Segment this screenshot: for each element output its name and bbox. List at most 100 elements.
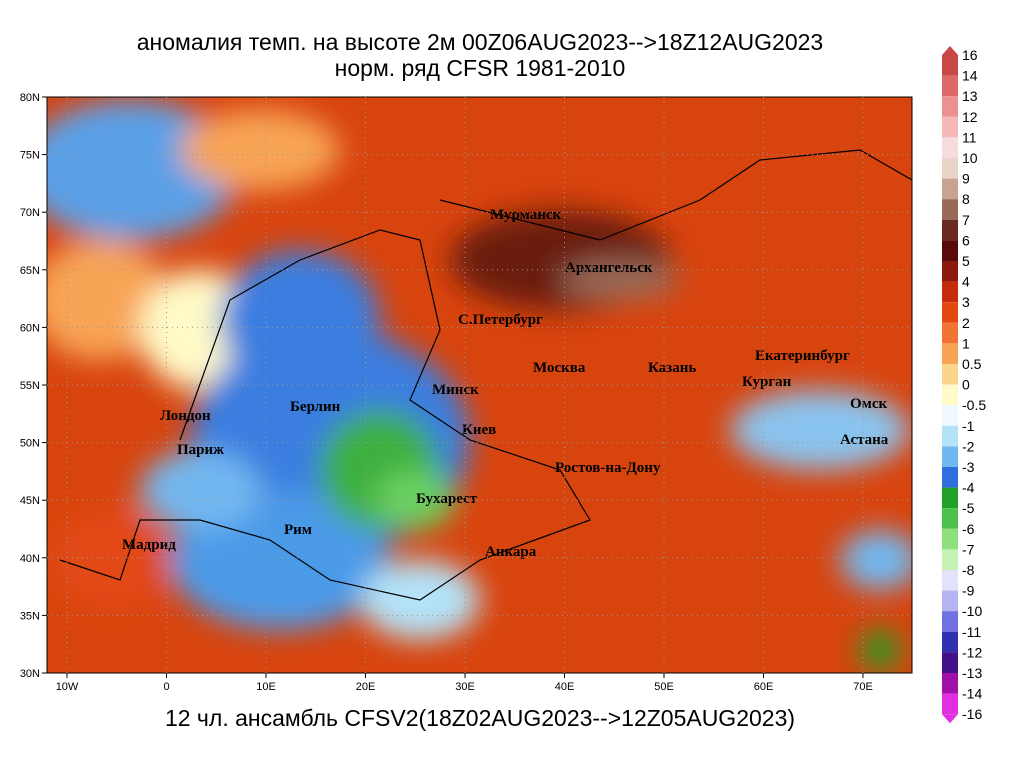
city-label: Париж (177, 442, 224, 458)
city-label: Астана (840, 432, 889, 448)
colorbar-box (942, 693, 958, 715)
colorbar-box (942, 528, 958, 550)
colorbar-label: -12 (962, 644, 982, 660)
colorbar-label: 0 (962, 377, 970, 393)
colorbar-label: -8 (962, 562, 975, 578)
lat-tick-label: 45N (20, 495, 40, 507)
colorbar-label: 3 (962, 294, 970, 310)
colorbar-box (942, 467, 958, 488)
lat-tick-label: 35N (20, 610, 40, 622)
lon-tick-label: 0 (163, 681, 169, 693)
city-label: Казань (648, 360, 696, 376)
colorbar-label: -5 (962, 500, 975, 516)
colorbar-box (942, 425, 958, 447)
colorbar-label: 0.5 (962, 356, 982, 372)
city-label: Москва (533, 360, 586, 376)
city-label: Анкара (485, 544, 537, 560)
city-label: Берлин (290, 399, 341, 415)
city-label: Архангельск (565, 260, 653, 276)
city-label: Курган (742, 374, 792, 390)
colorbar-label: 5 (962, 253, 970, 269)
colorbar-label: 11 (962, 129, 977, 145)
lon-tick-label: 50E (654, 681, 674, 693)
lon-tick-label: 60E (754, 681, 774, 693)
colorbar-label: -11 (962, 624, 981, 640)
lat-tick-label: 75N (20, 150, 40, 162)
colorbar-box (942, 219, 958, 241)
lat-tick-label: 30N (20, 668, 40, 680)
colorbar-box (942, 446, 958, 467)
colorbar-label: -10 (962, 603, 982, 619)
colorbar-label: 14 (962, 68, 978, 84)
city-label: Киев (462, 422, 496, 438)
colorbar-label: 8 (962, 191, 970, 207)
title-line: аномалия темп. на высоте 2м 00Z06AUG2023… (137, 29, 823, 55)
colorbar-box (942, 364, 958, 385)
colorbar-box (942, 343, 958, 364)
colorbar-label: 12 (962, 109, 978, 125)
city-label: Бухарест (416, 491, 478, 507)
lat-tick-label: 80N (20, 92, 40, 104)
colorbar-label: -14 (962, 686, 982, 702)
lon-tick-label: 30E (455, 681, 475, 693)
colorbar-box (942, 549, 958, 570)
colorbar-label: -1 (962, 418, 975, 434)
colorbar-box (942, 281, 958, 303)
colorbar-box (942, 261, 958, 282)
colorbar-box (942, 384, 958, 406)
colorbar-label: -13 (962, 665, 982, 681)
footer: 12 чл. ансамбль CFSV2(18Z02AUG2023-->12Z… (165, 705, 795, 731)
colorbar-label: -9 (962, 583, 975, 599)
colorbar-end (942, 46, 958, 55)
colorbar-box (942, 75, 958, 97)
lon-tick-label: 10E (256, 681, 276, 693)
city-label: Рим (284, 522, 312, 538)
city-label: Омск (850, 396, 888, 412)
colorbar-box (942, 158, 958, 179)
colorbar-box (942, 178, 958, 200)
city-label: С.Петербург (458, 312, 543, 328)
lat-tick-label: 40N (20, 553, 40, 565)
city-label: Мадрид (122, 537, 176, 553)
lat-tick-label: 60N (20, 322, 40, 334)
city-labels: Мурманск Архангельск С.Петербург Москва … (122, 207, 889, 560)
lon-tick-label: 20E (356, 681, 376, 693)
colorbar-label: -4 (962, 480, 975, 496)
colorbar-label: 10 (962, 150, 978, 166)
colorbar-box (942, 590, 958, 612)
lat-tick-label: 55N (20, 380, 40, 392)
colorbar-box (942, 302, 958, 323)
colorbar-box (942, 55, 958, 76)
city-label: Ростов-на-Дону (555, 460, 661, 476)
lon-tick-label: 10W (56, 681, 79, 693)
colorbar-label: 13 (962, 88, 978, 104)
colorbar-box (942, 405, 958, 426)
colorbar-box (942, 116, 958, 138)
colorbar-box (942, 487, 958, 509)
colorbar-label: -7 (962, 541, 975, 557)
city-label: Лондон (160, 408, 211, 424)
colorbar-label: -16 (962, 706, 982, 722)
title-line: норм. ряд CFSR 1981-2010 (335, 55, 626, 81)
colorbar-label: -2 (962, 438, 975, 454)
colorbar-box (942, 673, 958, 694)
colorbar-box (942, 322, 958, 344)
city-label: Мурманск (490, 207, 561, 223)
lat-tick-label: 70N (20, 207, 40, 219)
colorbar-box (942, 631, 958, 653)
lat-tick-label: 65N (20, 265, 40, 277)
colorbar-box (942, 508, 958, 529)
colorbar-box (942, 570, 958, 591)
colorbar-label: 4 (962, 274, 970, 290)
colorbar-box (942, 137, 958, 158)
colorbar-label: -0.5 (962, 397, 986, 413)
city-label: Минск (432, 382, 479, 398)
colorbar-label: 1 (962, 335, 970, 351)
colorbar-label: 9 (962, 171, 970, 187)
colorbar-box (942, 652, 958, 673)
colorbar-label: -6 (962, 521, 975, 537)
lat-tick-label: 50N (20, 438, 40, 450)
colorbar-label: 6 (962, 232, 970, 248)
colorbar-box (942, 611, 958, 632)
